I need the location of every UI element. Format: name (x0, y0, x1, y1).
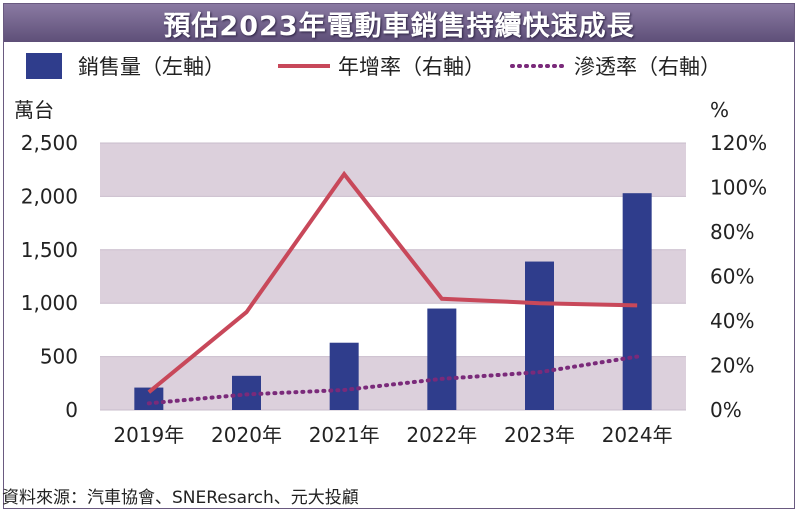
sales-bar (525, 261, 554, 410)
right-axis-tick-label: 40% (710, 309, 754, 333)
right-axis-tick-label: 60% (710, 265, 754, 289)
right-axis-tick-label: 120% (710, 131, 767, 155)
right-axis-tick-label: 100% (710, 176, 767, 200)
left-axis-tick-label: 1,000 (21, 291, 78, 315)
background-band (100, 303, 686, 357)
sales-bar (427, 308, 457, 410)
background-band (100, 196, 686, 250)
legend-label-penetration: 滲透率（右軸） (574, 55, 721, 79)
background-band (100, 143, 686, 197)
title-bar: 預估2023年電動車銷售持續快速成長 (4, 4, 794, 42)
legend-label-growth: 年增率（右軸） (338, 55, 485, 79)
left-axis-tick-label: 1,500 (21, 238, 78, 262)
chart-title: 預估2023年電動車銷售持續快速成長 (163, 10, 635, 42)
sales-bar (329, 342, 359, 410)
x-axis-tick-label: 2022年 (406, 423, 477, 447)
left-axis-tick-label: 2,500 (21, 131, 78, 155)
source-note: 資料來源：汽車協會、SNEResarch、元大投顧 (2, 488, 359, 508)
x-axis-tick-label: 2019年 (113, 423, 184, 447)
background-band (100, 249, 686, 304)
x-axis-tick-label: 2021年 (309, 423, 380, 447)
sales-bar (622, 193, 652, 410)
x-axis-tick-label: 2024年 (602, 423, 673, 447)
right-axis-tick-label: 0% (710, 398, 742, 422)
legend-label-sales: 銷售量（左軸） (78, 55, 225, 79)
left-axis-tick-label: 500 (40, 345, 78, 369)
right-axis-unit-label: % (710, 98, 729, 122)
right-axis-tick-label: 80% (710, 220, 754, 244)
penetration-rate-line (146, 354, 640, 406)
left-axis-unit-label: 萬台 (14, 98, 54, 122)
x-axis-tick-label: 2023年 (504, 423, 575, 447)
left-axis-tick-label: 2,000 (21, 184, 78, 208)
legend-bar-swatch (26, 53, 62, 79)
right-axis-tick-label: 20% (710, 354, 754, 378)
x-axis-tick-label: 2020年 (211, 423, 282, 447)
left-axis-tick-label: 0 (65, 398, 78, 422)
growth-rate-line (147, 170, 638, 394)
